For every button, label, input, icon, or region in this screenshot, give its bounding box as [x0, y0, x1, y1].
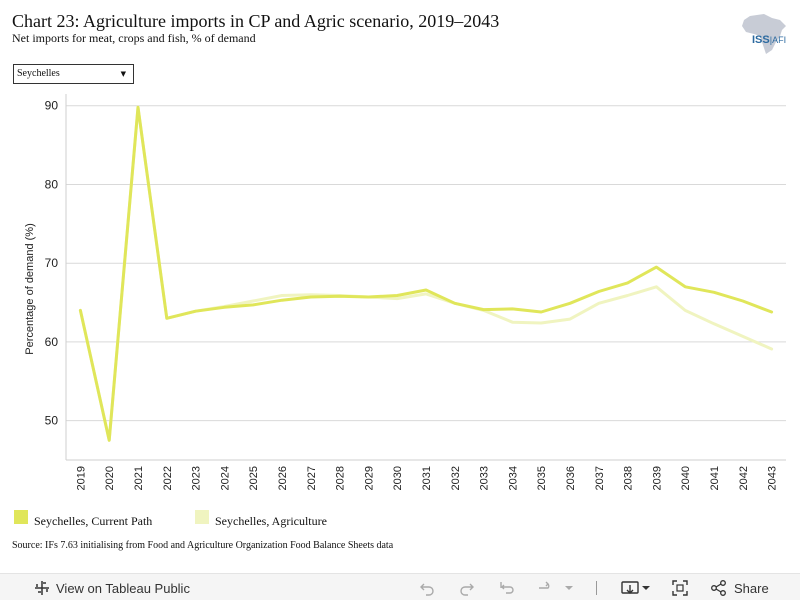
toolbar-divider	[596, 581, 597, 595]
x-tick-label: 2026	[277, 466, 289, 490]
share-icon	[711, 580, 726, 596]
redo-icon	[460, 583, 474, 596]
download-icon	[621, 581, 650, 594]
x-tick-label: 2029	[363, 466, 375, 490]
redo-button[interactable]	[458, 578, 476, 598]
x-tick-label: 2030	[392, 466, 404, 490]
x-tick-label: 2035	[536, 466, 548, 490]
y-tick-label: 60	[45, 335, 59, 349]
undo-icon	[420, 583, 434, 596]
x-tick-label: 2025	[248, 466, 260, 490]
chart-subtitle: Net imports for meat, crops and fish, % …	[12, 31, 256, 45]
fullscreen-button[interactable]	[671, 578, 689, 598]
logo-text: ISS|AFI	[752, 34, 786, 46]
x-tick-label: 2041	[709, 466, 721, 490]
x-tick-label: 2036	[565, 466, 577, 490]
legend-label: Seychelles, Agriculture	[215, 514, 327, 528]
tableau-toolbar: View on Tableau Public Shar	[0, 573, 800, 600]
logo-suffix: |AFI	[769, 35, 787, 45]
y-tick-label: 80	[45, 177, 59, 191]
legend-swatch	[195, 510, 209, 524]
legend-item-agriculture[interactable]: Seychelles, Agriculture	[195, 510, 327, 529]
y-tick-label: 70	[45, 256, 59, 270]
view-on-tableau-label: View on Tableau Public	[56, 580, 190, 596]
x-tick-label: 2040	[680, 466, 692, 490]
africa-map-icon	[742, 14, 786, 54]
x-tick-label: 2028	[335, 466, 347, 490]
caret-down-icon: ▼	[120, 70, 126, 78]
x-tick-label: 2021	[133, 466, 145, 490]
legend-label: Seychelles, Current Path	[34, 514, 153, 528]
logo-iss: ISS	[752, 34, 770, 46]
share-button[interactable]: Share	[710, 578, 769, 598]
fullscreen-icon	[672, 580, 688, 596]
x-tick-label: 2031	[421, 466, 433, 490]
x-tick-label: 2023	[191, 466, 203, 490]
share-label: Share	[734, 580, 769, 596]
x-tick-label: 2038	[623, 466, 635, 490]
chart-title: Chart 23: Agriculture imports in CP and …	[12, 11, 500, 31]
x-tick-label: 2032	[450, 466, 462, 490]
undo-button[interactable]	[418, 578, 436, 598]
refresh-button[interactable]	[536, 578, 554, 598]
source-note: Source: IFs 7.63 initialising from Food …	[12, 540, 394, 551]
y-tick-label: 90	[45, 99, 59, 113]
x-tick-label: 2019	[75, 466, 87, 490]
x-tick-label: 2043	[767, 466, 779, 490]
x-tick-label: 2020	[104, 466, 116, 490]
y-axis-label: Percentage of demand (%)	[24, 223, 36, 354]
x-tick-label: 2027	[306, 466, 318, 490]
country-select[interactable]: Seychelles ▼	[13, 64, 134, 84]
x-tick-label: 2042	[738, 466, 750, 490]
revert-button[interactable]	[498, 578, 516, 598]
x-tick-label: 2033	[479, 466, 491, 490]
view-on-tableau-button[interactable]: View on Tableau Public	[34, 578, 190, 598]
y-tick-label: 50	[45, 414, 59, 428]
refresh-icon	[539, 581, 550, 589]
legend: Seychelles, Current Path Seychelles, Agr…	[14, 510, 514, 530]
tableau-logo-icon	[35, 581, 49, 595]
country-select-value: Seychelles	[17, 68, 60, 79]
legend-item-current-path[interactable]: Seychelles, Current Path	[14, 510, 152, 529]
x-tick-label: 2037	[594, 466, 606, 490]
revert-icon	[500, 582, 514, 594]
refresh-menu-button[interactable]	[564, 578, 574, 598]
x-tick-label: 2022	[162, 466, 174, 490]
dropdown-caret-icon	[565, 586, 573, 590]
legend-swatch	[14, 510, 28, 524]
download-button[interactable]	[621, 578, 651, 598]
x-tick-label: 2034	[507, 466, 519, 490]
series-line-current-path	[78, 105, 774, 442]
x-tick-label: 2039	[651, 466, 663, 490]
line-chart: 50 60 70 80 90 2019 2020 2021 2022 2023 2024 2025 20…	[24, 94, 786, 490]
x-tick-label: 2024	[219, 466, 231, 490]
